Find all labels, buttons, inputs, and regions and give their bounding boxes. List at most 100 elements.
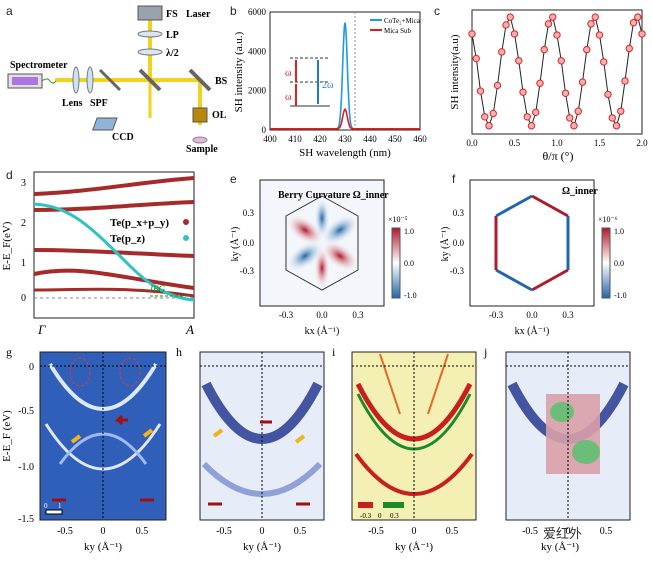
x-tick-4: 2.0 bbox=[636, 138, 648, 148]
data-point-24 bbox=[570, 122, 578, 130]
polar-points bbox=[468, 13, 646, 130]
panel-j-inset-green-1 bbox=[550, 402, 574, 422]
data-point-19 bbox=[549, 13, 557, 21]
ytick-pos: 0.3 bbox=[243, 208, 255, 218]
panel-h-arrow-yellow-right bbox=[294, 434, 306, 444]
x-tick-4: 440 bbox=[363, 134, 377, 144]
data-point-6 bbox=[493, 81, 502, 90]
data-point-32 bbox=[604, 90, 612, 99]
panel-i-xtick-0: 0 bbox=[412, 526, 417, 537]
data-point-7 bbox=[498, 48, 506, 56]
ytick-0: 0 bbox=[29, 362, 34, 373]
objective-lens bbox=[192, 107, 208, 123]
mirror-2 bbox=[138, 68, 162, 92]
label-spectrometer: Spectrometer bbox=[10, 60, 68, 71]
plot-frame bbox=[471, 9, 643, 135]
data-point-38 bbox=[629, 19, 638, 27]
panel-i-scale-neg: -0.3 bbox=[360, 512, 372, 520]
spectrum-curves bbox=[270, 22, 420, 130]
x-tick-1: 0.5 bbox=[509, 138, 521, 148]
y-tick-3: 6000 bbox=[248, 7, 267, 17]
x-tick-3: 430 bbox=[338, 134, 352, 144]
data-point-0 bbox=[468, 30, 476, 38]
colorbar-min: -1.0 bbox=[614, 291, 627, 300]
x-ticks: 0.0 0.5 1.0 1.5 2.0 bbox=[466, 138, 648, 148]
legend-mica: Mica Sub bbox=[384, 27, 412, 35]
xtick-neg: -0.3 bbox=[489, 310, 504, 320]
data-point-11 bbox=[515, 57, 523, 65]
ytick-zero: 0.0 bbox=[453, 238, 465, 248]
setup-diagram: FS Laser LP λ/2 BS OL Sample Spectromete… bbox=[7, 5, 228, 155]
panel-h-xtick-neg: -0.5 bbox=[216, 526, 232, 537]
legend-pz: Te(p_z) bbox=[110, 233, 145, 245]
x-label-a: A bbox=[185, 322, 194, 337]
x-axis-label: kx (Å⁻¹) bbox=[515, 325, 550, 337]
data-point-12 bbox=[519, 88, 527, 96]
x-axis-label: θ/π (°) bbox=[543, 149, 574, 163]
lobe-blue-1 bbox=[320, 214, 360, 246]
ytick-1: 1 bbox=[21, 258, 26, 269]
panel-g-xtick-neg: -0.5 bbox=[57, 526, 73, 537]
band-2 bbox=[33, 200, 195, 212]
omega-map: Ω_inner ×10⁻⁶ 1.0 0.0 -1.0 -0.3 0.0 0.3 … bbox=[439, 179, 627, 337]
panel-h-xlabel: ky (Å⁻¹) bbox=[243, 541, 281, 553]
data-point-16 bbox=[536, 79, 544, 87]
laser-box bbox=[137, 5, 163, 21]
panel-i-scale-pos: 0.3 bbox=[390, 512, 399, 520]
panel-g-xlabel: ky (Å⁻¹) bbox=[84, 541, 122, 553]
label-ccd: CCD bbox=[112, 132, 134, 143]
colorbar-scale: ×10⁻⁵ bbox=[388, 215, 408, 224]
y-axis-label: SH intensity (a.u.) bbox=[233, 31, 245, 112]
panel-h-xtick-pos: 0.5 bbox=[294, 526, 307, 537]
y-ticks: 0 2000 4000 6000 bbox=[248, 7, 267, 135]
y-axis-label: E-E_F(eV) bbox=[1, 221, 13, 270]
series-line-1 bbox=[270, 107, 420, 130]
data-point-25 bbox=[574, 107, 582, 115]
panel-label-h: h bbox=[176, 345, 182, 359]
lobe-red-1 bbox=[285, 214, 325, 246]
panel-i-xtick-neg: -0.5 bbox=[368, 526, 384, 537]
xtick-neg: -0.3 bbox=[279, 310, 294, 320]
ring-seg-6 bbox=[495, 194, 533, 218]
panel-i-colorbar-green bbox=[381, 502, 404, 508]
panel-label-f: f bbox=[452, 172, 456, 186]
data-point-8 bbox=[502, 21, 510, 29]
ytick-0: 0 bbox=[21, 293, 26, 304]
x-ticks: 400 410 420 430 440 450 460 bbox=[263, 134, 427, 144]
x-axis-label: kx (Å⁻¹) bbox=[305, 325, 340, 337]
panel-g-arrow-yellow-left bbox=[70, 434, 82, 444]
data-point-35 bbox=[617, 107, 625, 115]
panel-i-band-red bbox=[355, 382, 473, 442]
label-sample: Sample bbox=[186, 144, 218, 155]
panel-i-xtick-pos: 0.5 bbox=[446, 526, 459, 537]
y-axis-label: ky (Å⁻¹) bbox=[440, 227, 451, 262]
panel-j-xlabel: ky (Å⁻¹) bbox=[541, 541, 579, 553]
data-point-23 bbox=[566, 114, 574, 122]
inset-omega-2: ω bbox=[285, 92, 292, 103]
x-tick-6: 460 bbox=[413, 134, 427, 144]
panel-e-berry: e Berry Curvature Ω_inner ×10⁻⁵ 1.0 0.0 … bbox=[229, 170, 440, 348]
ring-seg-1 bbox=[531, 194, 569, 218]
ccd-box bbox=[92, 117, 118, 131]
label-bs: BS bbox=[215, 76, 228, 87]
panel-c-polar: c 0.0 0.5 1.0 1.5 2.0 θ/π (°) SH intensity(a… bbox=[428, 0, 652, 165]
y-tick-2: 4000 bbox=[248, 46, 267, 56]
data-point-21 bbox=[557, 57, 565, 65]
data-point-2 bbox=[476, 87, 485, 95]
panel-i-scale-0: 0 bbox=[378, 512, 382, 520]
map-title: Ω_inner bbox=[562, 186, 598, 197]
panel-h-xtick-0: 0 bbox=[260, 526, 265, 537]
data-point-28 bbox=[587, 20, 595, 28]
panel-g-scale-0: 0 bbox=[44, 502, 48, 510]
label-lens: Lens bbox=[62, 98, 83, 109]
legend-cote2: CoTe₂+Mica bbox=[384, 17, 421, 25]
berry-map: Berry Curvature Ω_inner ×10⁻⁵ 1.0 0.0 -1… bbox=[229, 179, 417, 337]
panel-label-b: b bbox=[230, 4, 237, 18]
spectrometer-window bbox=[12, 77, 38, 85]
data-point-33 bbox=[608, 114, 616, 122]
arpes-y-axis-label: E-E_F (eV) bbox=[1, 410, 13, 462]
colorbar-mid: 0.0 bbox=[614, 259, 624, 268]
panel-label-j: j bbox=[483, 345, 487, 359]
panel-h-arrow-yellow-left bbox=[212, 428, 224, 438]
colorbar-min: -1.0 bbox=[404, 291, 417, 300]
